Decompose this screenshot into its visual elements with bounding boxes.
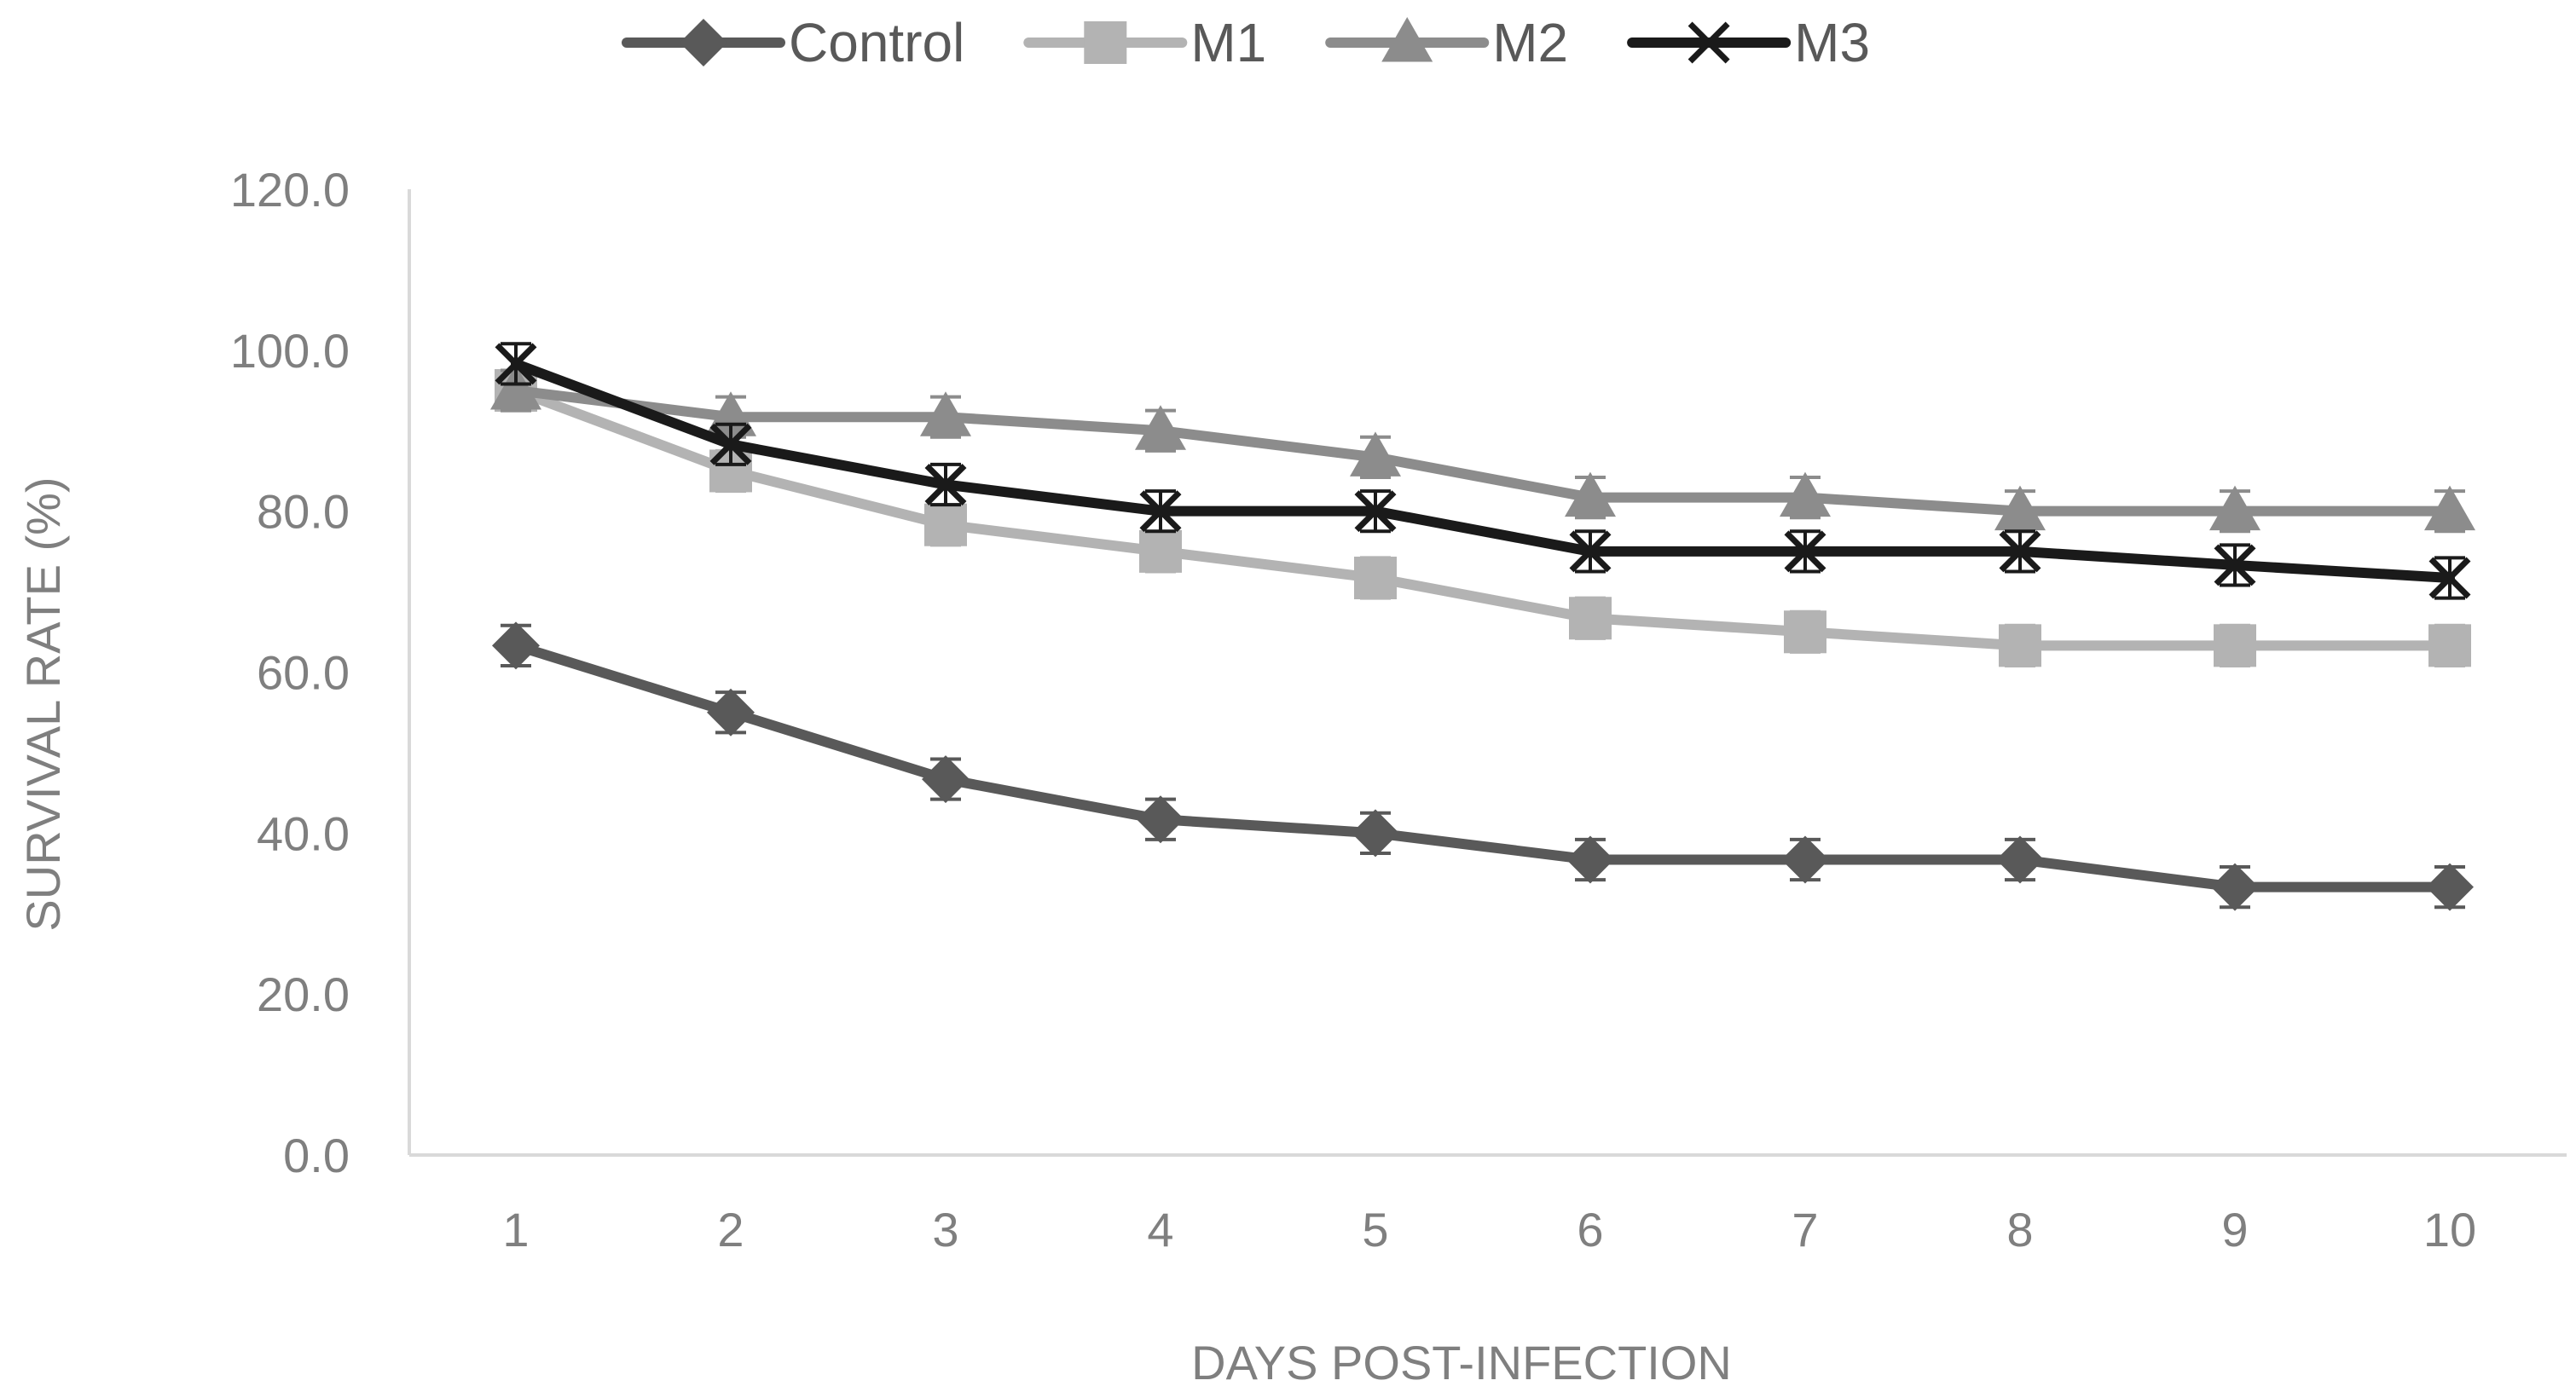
legend: Control M1 M2 M3	[622, 12, 1870, 73]
data-point	[1354, 557, 1397, 600]
data-point	[920, 391, 971, 436]
data-point	[1139, 529, 1182, 573]
x-tick-label: 7	[1792, 1203, 1818, 1256]
legend-item-control: Control	[622, 12, 964, 73]
x-tick-label: 10	[2423, 1203, 2476, 1256]
data-point	[2424, 485, 2475, 531]
data-point	[1994, 485, 2046, 531]
series-layer	[490, 342, 2475, 911]
y-tick-label: 120.0	[230, 163, 350, 217]
x-tick-label: 8	[2006, 1203, 2033, 1256]
data-point	[1781, 835, 1829, 884]
x-tick-label: 1	[502, 1203, 529, 1256]
data-point	[2428, 624, 2471, 667]
data-point	[1137, 795, 1184, 844]
data-point	[1569, 597, 1612, 640]
legend-marker	[1084, 21, 1127, 64]
data-point	[1139, 490, 1182, 533]
x-tick-label: 5	[1362, 1203, 1388, 1256]
data-point	[707, 688, 755, 736]
data-point	[2211, 863, 2259, 911]
x-tick-label: 2	[717, 1203, 744, 1256]
y-tick-labels: 0.0 20.0 40.0 60.0 80.0 100.0 120.0	[230, 163, 350, 1182]
data-point	[1565, 471, 1616, 517]
data-point	[1784, 610, 1826, 654]
legend-marker	[680, 19, 727, 66]
legend-label: M2	[1492, 12, 1568, 73]
series-line	[511, 358, 2455, 584]
data-point	[2209, 485, 2261, 531]
legend-marker	[1687, 21, 1730, 64]
y-tick-label: 20.0	[257, 967, 350, 1021]
series-m3	[495, 342, 2471, 600]
series-line	[511, 385, 2455, 651]
series-line	[511, 640, 2455, 892]
series-control	[492, 621, 2474, 911]
data-point	[2428, 557, 2471, 599]
x-tick-label: 4	[1147, 1203, 1173, 1256]
x-tick-label: 9	[2221, 1203, 2248, 1256]
series-line	[511, 385, 2455, 517]
data-point	[2214, 624, 2256, 667]
x-tick-label: 6	[1577, 1203, 1603, 1256]
data-point	[1566, 835, 1614, 884]
series-m2	[490, 365, 2475, 534]
data-point	[1569, 530, 1612, 573]
data-point	[492, 621, 540, 670]
data-point	[2426, 863, 2474, 911]
y-tick-label: 60.0	[257, 646, 350, 700]
data-point	[922, 755, 970, 804]
x-axis-title: DAYS POST-INFECTION	[1191, 1336, 1732, 1389]
data-point	[1996, 835, 2044, 884]
legend-label: M1	[1190, 12, 1266, 73]
legend-item-m2: M2	[1325, 12, 1568, 73]
data-point	[495, 343, 537, 385]
y-tick-label: 100.0	[230, 324, 350, 378]
axes-layer	[408, 189, 2567, 1157]
y-tick-label: 80.0	[257, 485, 350, 539]
legend-label: M3	[1794, 12, 1870, 73]
data-point	[709, 423, 752, 465]
legend-marker	[1381, 17, 1433, 62]
legend-item-m3: M3	[1627, 12, 1870, 73]
data-point	[1784, 530, 1826, 573]
x-tick-label: 3	[932, 1203, 958, 1256]
y-axis-title: SURVIVAL RATE (%)	[16, 477, 70, 931]
data-point	[924, 464, 967, 505]
data-point	[1354, 490, 1397, 533]
data-point	[490, 365, 541, 410]
x-tick-labels: 1 2 3 4 5 6 7 8 9 10	[502, 1203, 2476, 1256]
data-point	[1780, 471, 1831, 517]
legend-label: Control	[789, 12, 964, 73]
data-point	[924, 503, 967, 546]
data-point	[1999, 624, 2041, 667]
y-tick-label: 40.0	[257, 806, 350, 860]
y-tick-label: 0.0	[283, 1129, 350, 1182]
data-point	[1352, 809, 1399, 858]
data-point	[1350, 431, 1401, 477]
legend-item-m1: M1	[1023, 12, 1266, 73]
data-point	[2214, 544, 2256, 586]
data-point	[1999, 530, 2041, 573]
data-point	[1135, 405, 1186, 450]
